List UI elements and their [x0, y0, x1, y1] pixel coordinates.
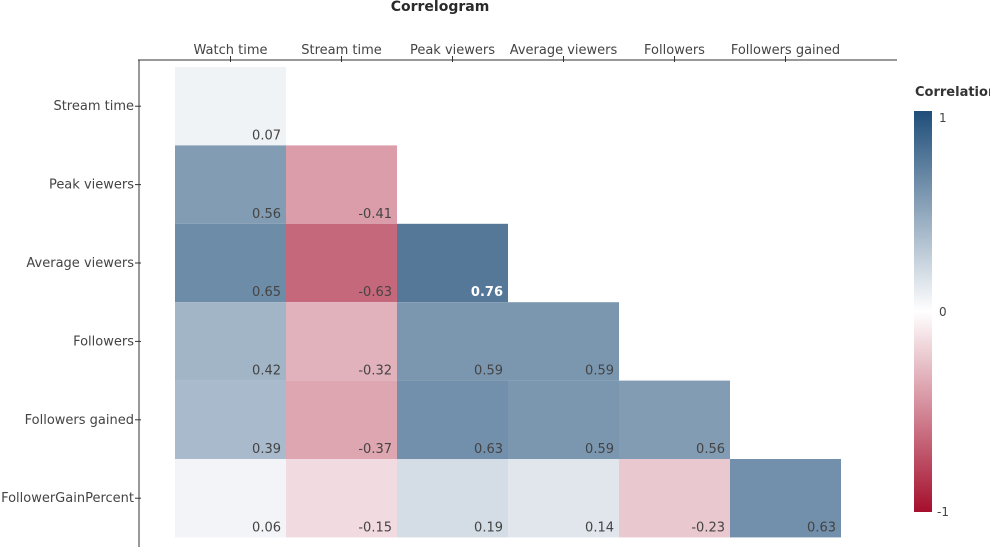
y-tick-label: Followers: [73, 334, 134, 349]
heatmap-value-label: 0.59: [585, 364, 614, 379]
heatmap-value-label: 0.07: [252, 128, 281, 143]
heatmap-value-label: -0.32: [358, 364, 392, 379]
heatmap-value-label: 0.14: [585, 520, 614, 535]
heatmap-value-label: 0.59: [585, 442, 614, 457]
y-tick-label: Stream time: [53, 99, 134, 114]
heatmap-cell: [508, 302, 619, 381]
heatmap-cell: [286, 145, 397, 224]
y-tick-label: Peak viewers: [49, 178, 134, 193]
heatmap-value-label: -0.15: [358, 520, 392, 535]
x-tick-label: Stream time: [301, 43, 382, 58]
heatmap-cell: [286, 302, 397, 381]
heatmap-value-label: 0.06: [252, 520, 281, 535]
colorbar-tick-1: 1: [939, 111, 947, 125]
y-tick-label: Average viewers: [26, 256, 134, 271]
x-axis: Watch time Stream time Peak viewers Average…: [138, 43, 897, 62]
colorbar-tick-minus-1: -1: [937, 505, 949, 519]
heatmap-cell: [397, 302, 508, 381]
colorbar-gradient: [914, 111, 932, 512]
x-tick-label: Followers: [644, 43, 705, 58]
heatmap-cell: [508, 380, 619, 459]
heatmap-cell: [175, 223, 286, 303]
heatmap-value-label: -0.63: [358, 285, 392, 300]
heatmap-cell: [286, 380, 397, 459]
heatmap-cell: [397, 223, 508, 303]
x-tick-label: Average viewers: [510, 43, 618, 58]
heatmap-cell: [397, 459, 508, 538]
heatmap-cell: [619, 459, 730, 538]
heatmap-cell: [175, 302, 286, 381]
heatmap-value-label: -0.23: [691, 520, 725, 535]
y-tick-label: Followers gained: [25, 413, 134, 428]
heatmap-cells: [175, 67, 841, 538]
heatmap-cell: [286, 459, 397, 538]
heatmap-value-label: 0.63: [807, 520, 836, 535]
colorbar-legend: Correlation 1 0 -1: [914, 85, 990, 519]
heatmap-value-label: 0.63: [474, 442, 503, 457]
heatmap-cell: [286, 223, 397, 303]
colorbar-title: Correlation: [915, 85, 990, 100]
y-axis: Stream time Peak viewers Average viewers Fo…: [1, 60, 141, 547]
heatmap-cell: [397, 380, 508, 459]
heatmap-cell: [175, 67, 286, 146]
heatmap-value-label: 0.56: [252, 207, 281, 222]
heatmap-cell: [619, 380, 730, 459]
heatmap-value-label: 0.39: [252, 442, 281, 457]
heatmap-value-label: 0.65: [252, 285, 281, 300]
x-tick-label: Followers gained: [731, 43, 840, 58]
heatmap-value-label: -0.37: [358, 442, 392, 457]
colorbar-tick-0: 0: [939, 305, 947, 319]
x-tick-label: Watch time: [194, 43, 268, 58]
x-tick-label: Peak viewers: [410, 43, 495, 58]
heatmap-cell: [175, 145, 286, 224]
heatmap-value-label: 0.76: [471, 285, 503, 300]
heatmap-value-labels: 0.07 0.56 -0.41 0.65 -0.63 0.76 0.42 -0.32 0.59 0…: [252, 128, 836, 535]
heatmap-value-label: 0.42: [252, 364, 281, 379]
heatmap-value-label: -0.41: [358, 207, 392, 222]
heatmap-value-label: 0.56: [696, 442, 725, 457]
heatmap-cell: [730, 459, 841, 538]
heatmap-value-label: 0.59: [474, 364, 503, 379]
heatmap-cell: [508, 459, 619, 538]
heatmap-cell: [175, 459, 286, 538]
heatmap-cell: [175, 380, 286, 459]
y-tick-label: FollowerGainPercent: [1, 491, 134, 506]
chart-title: Correlogram: [391, 0, 490, 15]
heatmap-value-label: 0.19: [474, 520, 503, 535]
